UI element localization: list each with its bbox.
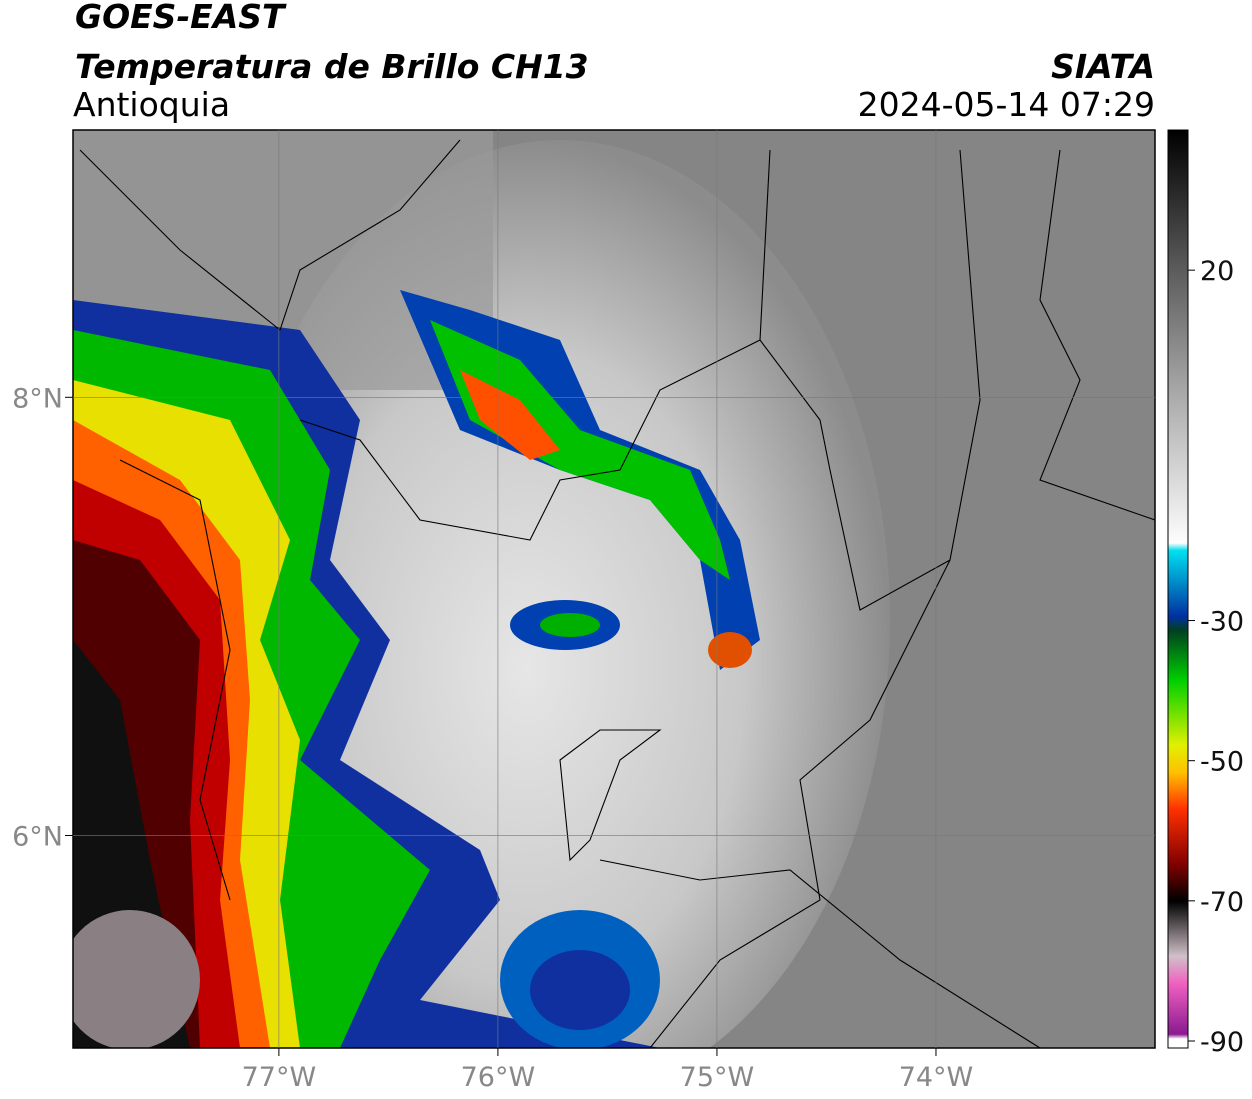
x-tick-label: 76°W — [461, 1062, 536, 1093]
x-tick-label: 74°W — [899, 1062, 974, 1093]
x-tick-label: 75°W — [680, 1062, 755, 1093]
y-tick-label: 8°N — [12, 383, 63, 414]
title: GOES-EAST — [75, 0, 287, 36]
subtitle: Temperatura de Brillo CH13 — [75, 47, 589, 86]
x-tick-label: 77°W — [242, 1062, 317, 1093]
boundaries — [79, 139, 1155, 1048]
colorbar-tick-label: -70 — [1200, 887, 1244, 918]
source: SIATA — [1051, 47, 1155, 86]
colorbar-tick-label: -50 — [1200, 747, 1244, 778]
y-tick-label: 6°N — [12, 821, 63, 852]
colorbar-tick-label: 20 — [1200, 256, 1234, 287]
satellite-image — [73, 130, 1155, 1048]
colorbar-tick-label: -30 — [1200, 607, 1244, 638]
region: Antioquia — [73, 85, 230, 124]
colorbar-tick-label: -90 — [1200, 1027, 1244, 1058]
map-frame — [72, 129, 1156, 1049]
datetime: 2024-05-14 07:29 — [858, 85, 1155, 124]
colorbar — [1167, 129, 1189, 1049]
